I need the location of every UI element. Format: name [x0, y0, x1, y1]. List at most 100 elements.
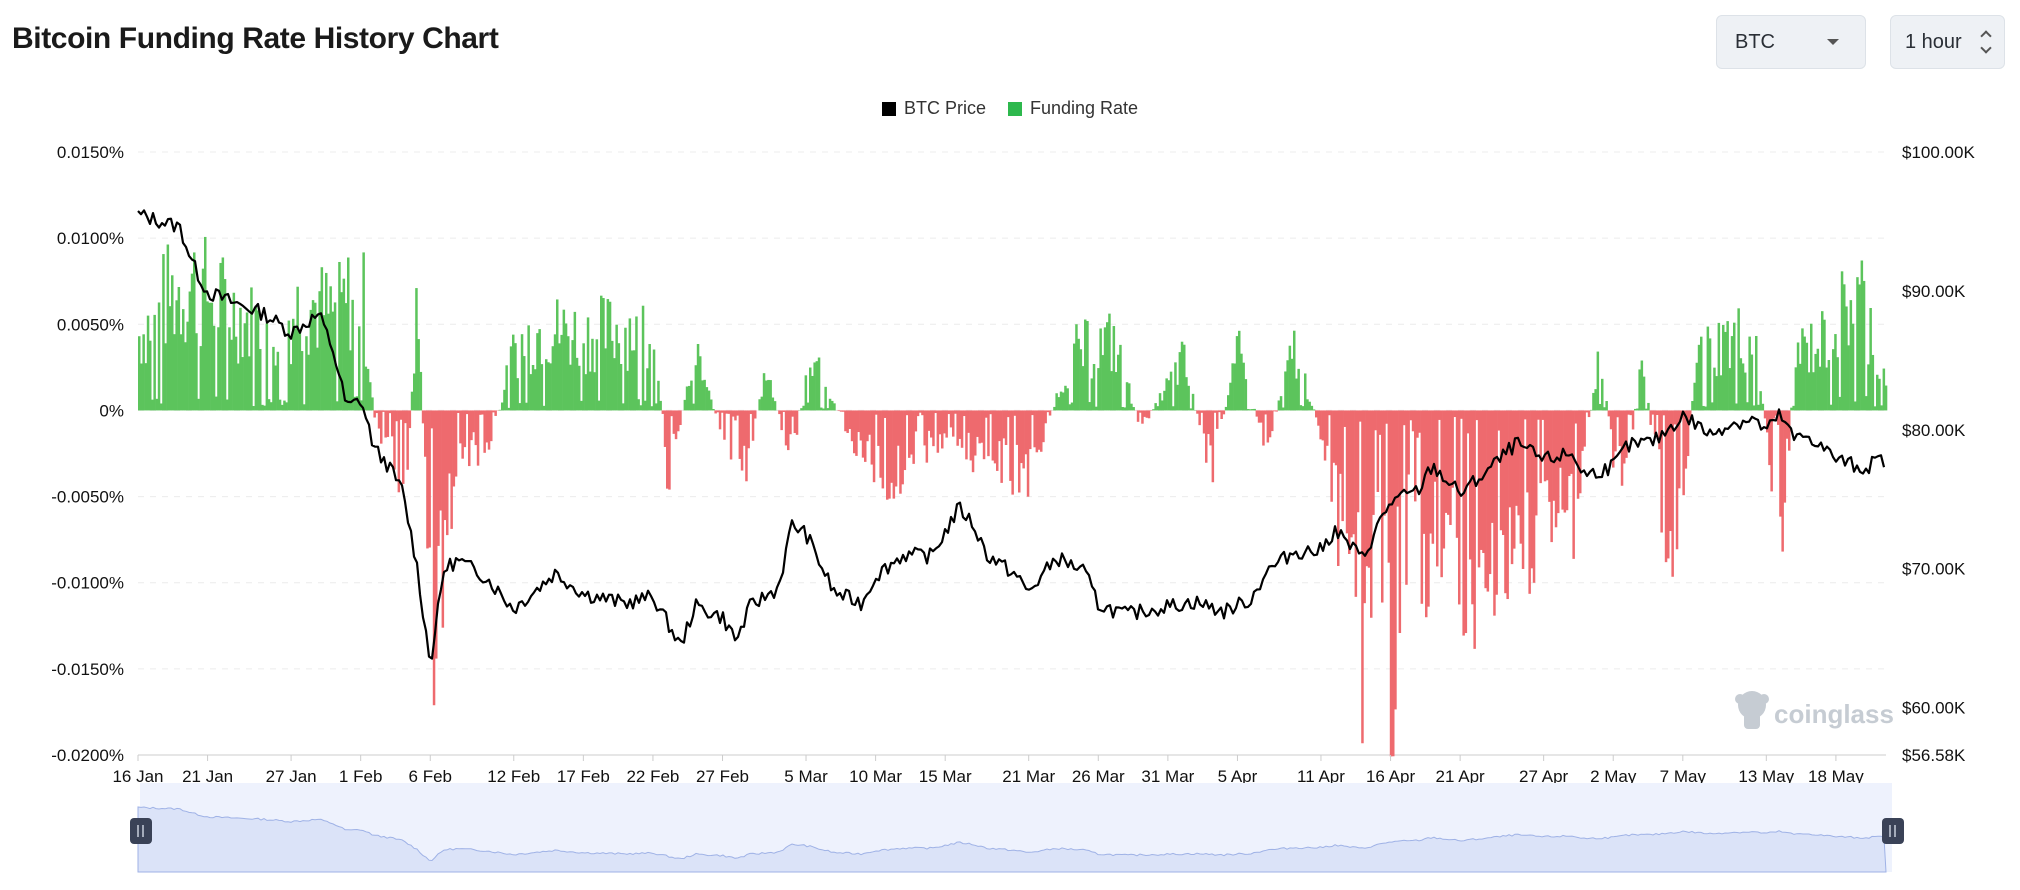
navigator-left-handle[interactable] [130, 818, 152, 844]
funding-rate-bar [1026, 410, 1030, 497]
funding-rate-bar [1724, 331, 1727, 411]
funding-rate-bar [263, 405, 266, 411]
funding-rate-bar [1312, 409, 1316, 411]
funding-rate-bar [1554, 410, 1558, 528]
funding-rate-bar [1112, 326, 1116, 411]
legend-item-funding-rate[interactable]: Funding Rate [1007, 98, 1138, 119]
funding-rate-bar [602, 298, 605, 411]
funding-rate-bar [1411, 410, 1415, 432]
funding-rate-bar [743, 410, 746, 446]
funding-rate-bar [1660, 410, 1663, 533]
funding-rate-bar [1442, 410, 1446, 549]
funding-rate-bar [1777, 410, 1780, 425]
funding-rate-bar [925, 410, 929, 463]
funding-rate-bar [1218, 410, 1221, 413]
funding-rate-bar [294, 328, 297, 411]
funding-rate-bar [692, 403, 695, 411]
funding-rate-bar [287, 320, 291, 411]
funding-rate-bar [644, 400, 647, 411]
funding-rate-bar [272, 346, 275, 411]
funding-rate-bar [278, 399, 282, 411]
funding-rate-bar [285, 402, 288, 411]
funding-rate-bar [292, 318, 295, 411]
funding-rate-bar [1053, 406, 1056, 411]
funding-rate-bar [1541, 410, 1545, 420]
funding-rate-bar [844, 410, 847, 432]
funding-rate-bar [514, 343, 517, 411]
x-tick-label: 15 Mar [919, 767, 972, 786]
funding-rate-bar [1183, 344, 1186, 411]
funding-rate-bar [824, 386, 827, 411]
funding-rate-bar [492, 410, 495, 413]
funding-rate-bar [395, 410, 398, 422]
x-tick-label: 21 Mar [1002, 767, 1055, 786]
funding-rate-bar [1044, 410, 1047, 424]
funding-rate-bar [875, 410, 878, 415]
legend-item-btc-price[interactable]: BTC Price [881, 98, 986, 119]
funding-rate-bar [309, 309, 313, 411]
funding-rate-bar [1249, 409, 1252, 411]
funding-rate-bar [1110, 371, 1113, 411]
right-tick-label: $60.00K [1902, 699, 1966, 718]
funding-rate-bar [589, 371, 592, 411]
funding-rate-bar [1484, 410, 1487, 589]
funding-rate-bar [536, 333, 539, 411]
funding-rate-bar [582, 343, 585, 411]
funding-rate-bar [1700, 336, 1703, 411]
funding-rate-bar [1440, 410, 1443, 578]
funding-rate-bar [540, 364, 544, 411]
funding-rate-bar [1678, 410, 1681, 489]
funding-rate-bar [1508, 410, 1512, 508]
funding-rate-bar [804, 375, 808, 411]
funding-rate-bar [1869, 308, 1872, 411]
funding-rate-bar [1858, 284, 1861, 411]
navigator-right-handle[interactable] [1882, 818, 1904, 844]
funding-rate-bar [1106, 322, 1109, 411]
funding-rate-bar [1510, 410, 1514, 565]
funding-rate-bar [910, 410, 913, 455]
x-tick-label: 27 Jan [266, 767, 317, 786]
funding-rate-bar [274, 365, 277, 411]
funding-rate-bar [593, 372, 596, 411]
funding-rate-bar [1638, 369, 1641, 411]
funding-rate-bar [1273, 410, 1276, 412]
right-tick-label: $56.58K [1902, 746, 1966, 765]
funding-rate-bar [1862, 280, 1866, 411]
funding-rate-bar [782, 410, 786, 412]
funding-rate-bar [1493, 410, 1496, 616]
funding-rate-bar [626, 370, 629, 411]
funding-rate-bar [1200, 410, 1204, 413]
funding-rate-bar [985, 410, 988, 418]
funding-rate-bar [1066, 388, 1069, 411]
funding-rate-bar [1059, 391, 1063, 411]
funding-rate-bar [408, 410, 412, 429]
right-tick-label: $100.00K [1902, 143, 1975, 162]
funding-rate-bar [1315, 410, 1318, 418]
funding-rate-bar [1623, 410, 1626, 464]
funding-rate-bar [1719, 375, 1723, 411]
funding-rate-bar [146, 315, 150, 411]
interval-select[interactable]: 1 hour [1890, 15, 2005, 69]
funding-rate-bar [1618, 410, 1622, 447]
funding-rate-bar [879, 410, 882, 478]
funding-rate-bar [1220, 410, 1223, 420]
funding-rate-bar [149, 340, 152, 411]
funding-rate-bar [1337, 410, 1340, 566]
funding-rate-bar [1414, 410, 1417, 502]
range-navigator[interactable] [130, 783, 1904, 873]
coin-select[interactable]: BTC [1716, 15, 1866, 69]
funding-rate-bar [1563, 410, 1567, 513]
funding-rate-bar [1814, 353, 1817, 411]
funding-rate-bar [1579, 410, 1582, 494]
funding-rate-bar [1354, 410, 1358, 597]
funding-rate-bar [465, 410, 469, 415]
funding-rate-bar [1046, 410, 1050, 413]
funding-rate-bar [243, 323, 247, 411]
funding-rate-bar [1741, 363, 1745, 411]
funding-rate-bar [1227, 395, 1230, 411]
coinglass-logo-icon [1735, 691, 1769, 729]
funding-rate-bar [809, 367, 812, 411]
funding-rate-bar [1141, 410, 1144, 424]
funding-rate-bar [1205, 410, 1208, 463]
funding-rate-bar [481, 410, 484, 415]
